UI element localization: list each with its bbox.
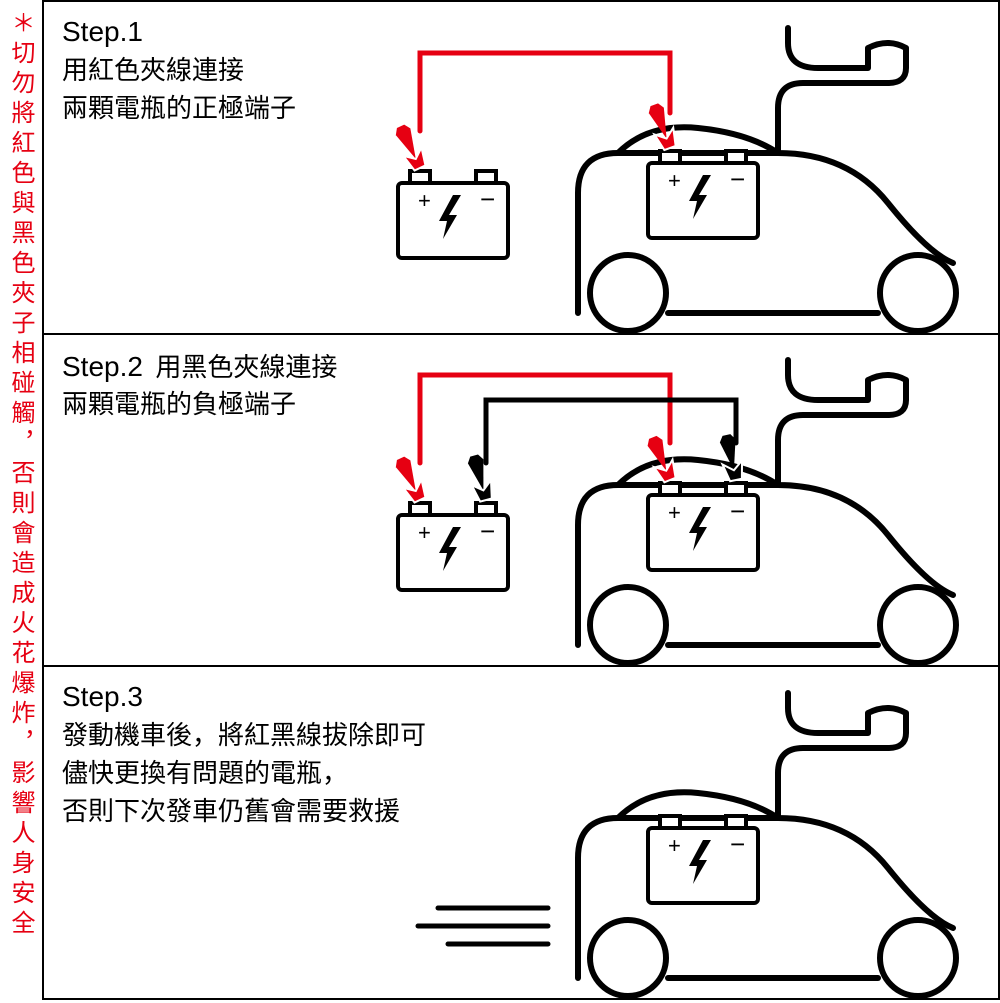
svg-text:+: +: [668, 168, 681, 193]
step2-text: Step.2 用黑色夾線連接 兩顆電瓶的負極端子: [62, 349, 382, 424]
step2-desc-line2: 兩顆電瓶的負極端子: [62, 386, 382, 424]
battery-internal-icon: + −: [648, 483, 758, 570]
step1-diagram: + − + −: [348, 13, 988, 333]
steps-container: Step.1 用紅色夾線連接 兩顆電瓶的正極端子: [42, 0, 1000, 1000]
step3-diagram: + −: [348, 678, 988, 998]
red-clamp-external-icon: [391, 454, 429, 504]
svg-text:−: −: [480, 516, 495, 546]
black-cable: [486, 400, 736, 463]
safety-warning-vertical: ＊切勿將紅色與黑色夾子相碰觸，否則會造成火花爆炸，影響人身安全: [4, 10, 36, 990]
step2-desc-line1: 用黑色夾線連接: [155, 352, 337, 382]
step2-diagram: + − + −: [348, 345, 988, 665]
panel-step3: Step.3 發動機車後，將紅黑線拔除即可 儘快更換有問題的電瓶， 否則下次發車…: [44, 667, 998, 998]
step1-desc-line1: 用紅色夾線連接: [62, 52, 352, 90]
black-clamp-external-icon: [464, 453, 495, 503]
svg-text:−: −: [730, 829, 745, 859]
battery-external-icon: + −: [398, 171, 508, 258]
scooter-icon: [578, 360, 956, 663]
speed-lines-icon: [418, 908, 548, 944]
svg-text:−: −: [480, 184, 495, 214]
battery-external-icon: + −: [398, 503, 508, 590]
panel-step1: Step.1 用紅色夾線連接 兩顆電瓶的正極端子: [44, 2, 998, 335]
step1-desc-line2: 兩顆電瓶的正極端子: [62, 90, 352, 128]
red-cable: [420, 53, 670, 131]
panel-step2: Step.2 用黑色夾線連接 兩顆電瓶的負極端子 +: [44, 335, 998, 668]
black-clamp-internal-icon: [717, 433, 746, 482]
svg-text:−: −: [730, 496, 745, 526]
svg-text:+: +: [418, 520, 431, 545]
scooter-icon: [578, 693, 956, 996]
battery-internal-icon: + −: [648, 151, 758, 238]
step2-title: Step.2: [62, 351, 143, 382]
svg-text:+: +: [418, 188, 431, 213]
red-cable: [420, 375, 670, 463]
scooter-icon: [578, 28, 956, 331]
svg-text:+: +: [668, 500, 681, 525]
battery-internal-icon: + −: [648, 816, 758, 903]
red-clamp-external-icon: [391, 122, 429, 172]
svg-text:+: +: [668, 833, 681, 858]
svg-text:−: −: [730, 164, 745, 194]
